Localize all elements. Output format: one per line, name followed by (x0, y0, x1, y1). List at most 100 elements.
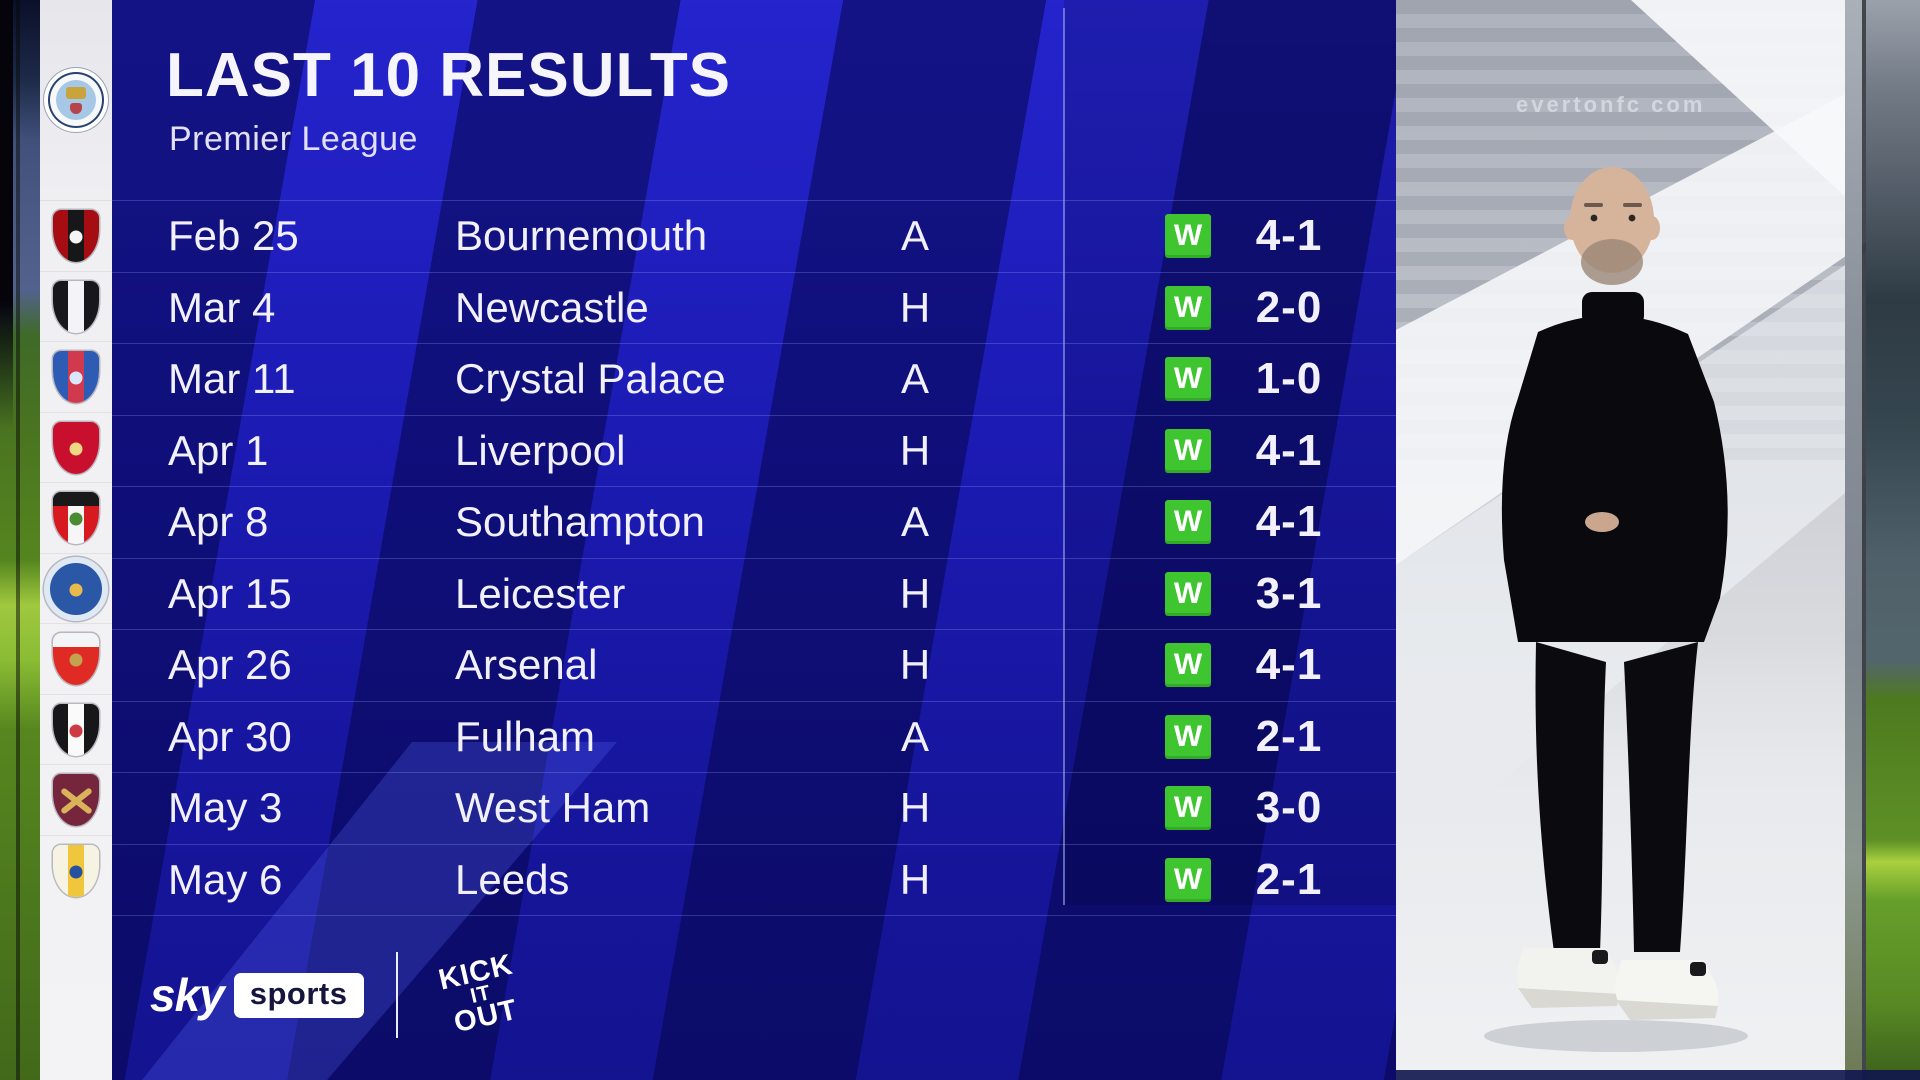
result-row: Apr 8 Southampton A W 4-1 (112, 486, 1396, 558)
venue-indicator: H (899, 641, 931, 689)
competition-subtitle: Premier League (169, 120, 418, 158)
opponent-name: Arsenal (455, 641, 598, 689)
score-column-shade (1064, 0, 1396, 905)
bottom-edge-bar (1396, 1070, 1920, 1080)
match-date: May 3 (168, 784, 283, 832)
win-result-badge: W (1165, 285, 1211, 330)
footer-logos: sky sports KICK IT OUT (150, 932, 532, 1058)
sky-logo: sky (150, 969, 225, 1021)
result-row: May 3 West Ham H W 3-0 (112, 772, 1396, 844)
crest-chief-band (53, 492, 99, 507)
win-result-badge: W (1165, 357, 1211, 402)
crest-shape (53, 492, 99, 545)
venue-indicator: H (899, 784, 931, 832)
manchester-city-crest-icon (44, 68, 108, 132)
team-badge-strip (40, 0, 112, 1080)
opponent-name: Southampton (455, 498, 705, 546)
results-rows: Feb 25 Bournemouth A W 4-1 Mar 4 Newcast… (112, 200, 1396, 916)
match-score: 4-1 (1255, 497, 1323, 547)
video-edge-dark-line (1862, 0, 1866, 1080)
opponent-name: Leicester (455, 569, 626, 617)
crest-shape (53, 774, 99, 827)
crest-accent (69, 512, 83, 526)
crest-accent (69, 230, 83, 244)
crest-accent (69, 371, 83, 385)
result-row: Mar 4 Newcastle H W 2-0 (112, 271, 1396, 344)
crest-shape (53, 703, 99, 756)
crest-shape (53, 351, 99, 404)
match-date: Apr 30 (168, 712, 292, 760)
match-score: 3-1 (1255, 568, 1323, 618)
win-result-badge: W (1165, 500, 1211, 545)
venue-indicator: A (900, 355, 929, 403)
venue-indicator: A (900, 498, 929, 546)
venue-indicator: H (899, 283, 931, 331)
fulham-crest (40, 693, 112, 766)
kick-it-out-logo: KICK IT OUT (419, 934, 541, 1056)
opponent-name: Newcastle (455, 283, 649, 331)
venue-indicator: A (900, 212, 929, 260)
crest-accent (69, 865, 83, 879)
result-row: Apr 26 Arsenal H W 4-1 (112, 629, 1396, 701)
match-score: 2-1 (1255, 711, 1323, 761)
win-result-badge: W (1165, 643, 1211, 688)
liverpool-crest (40, 411, 112, 484)
match-score: 3-0 (1255, 783, 1323, 833)
leeds-crest (40, 834, 112, 907)
match-date: Apr 1 (168, 426, 269, 474)
crest-shape (53, 633, 99, 686)
match-score: 4-1 (1255, 640, 1323, 690)
stadium-watermark-text: evertonfc com (1516, 92, 1706, 117)
venue-indicator: H (899, 426, 931, 474)
crest-accent (69, 442, 83, 456)
win-result-badge: W (1165, 428, 1211, 473)
crest-accent (69, 583, 83, 597)
venue-indicator: H (899, 569, 931, 617)
venue-indicator: A (900, 712, 929, 760)
crystal-palace-crest (40, 341, 112, 413)
opponent-name: Liverpool (455, 426, 626, 474)
match-score: 4-1 (1255, 425, 1323, 475)
crest-ship-shape (66, 87, 86, 99)
match-score: 2-1 (1255, 854, 1323, 904)
video-edge-gray-strip (1845, 0, 1862, 1080)
live-stadium-strip (1866, 0, 1920, 1080)
match-score: 2-0 (1255, 282, 1323, 332)
win-result-badge: W (1165, 857, 1211, 902)
result-row: Apr 1 Liverpool H W 4-1 (112, 414, 1396, 487)
match-date: May 6 (168, 855, 283, 903)
crest-inner (56, 80, 96, 120)
manager-photo-figure (1484, 167, 1748, 1052)
left-video-edge (0, 0, 40, 1080)
crest-shape (53, 280, 99, 333)
opponent-name: Fulham (455, 712, 596, 760)
column-divider-line (1063, 8, 1065, 905)
west-ham-crest (40, 764, 112, 836)
match-date: Feb 25 (168, 212, 299, 260)
win-result-badge: W (1165, 714, 1211, 759)
bournemouth-crest (40, 200, 112, 272)
venue-indicator: H (899, 855, 931, 903)
opponent-name: West Ham (455, 784, 651, 832)
result-row: Feb 25 Bournemouth A W 4-1 (112, 200, 1396, 272)
crest-accent (69, 653, 83, 667)
opponent-name: Bournemouth (455, 212, 708, 260)
match-date: Apr 15 (168, 569, 292, 617)
crest-shape (53, 421, 99, 474)
match-score: 1-0 (1255, 354, 1323, 404)
match-date: Mar 11 (168, 355, 296, 403)
win-result-badge: W (1165, 214, 1211, 259)
match-score: 4-1 (1255, 211, 1323, 261)
crest-accent (69, 724, 83, 738)
kick-it-out-line3: OUT (450, 994, 521, 1040)
win-result-badge: W (1165, 571, 1211, 616)
result-row: May 6 Leeds H W 2-1 (112, 843, 1396, 916)
match-date: Apr 8 (168, 498, 269, 546)
match-date: Apr 26 (168, 641, 292, 689)
photo-panel: evertonfc com (1396, 0, 1920, 1080)
crest-shape (53, 210, 99, 263)
match-date: Mar 4 (168, 283, 276, 331)
leicester-crest (40, 552, 112, 625)
crest-shape (53, 844, 99, 897)
